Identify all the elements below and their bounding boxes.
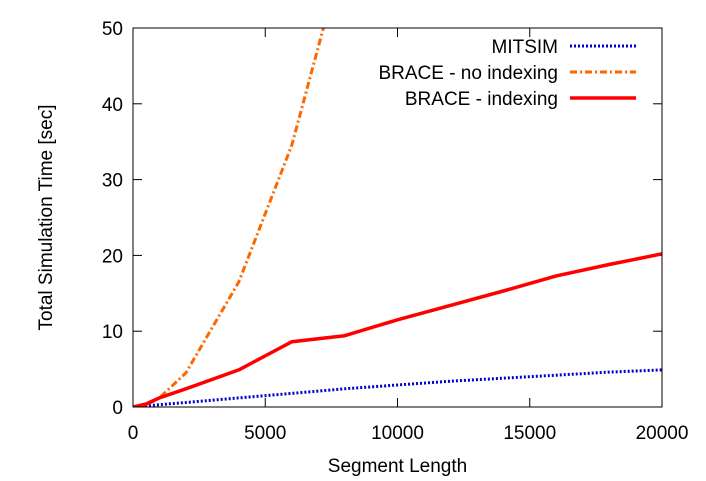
axis-ticks: 0 5000 10000 15000 20000 0 10 20 30 40 50 [102,19,689,444]
y-tick-label: 40 [102,95,123,116]
plot-area-frame [132,27,663,408]
x-tick-label: 0 [128,423,139,444]
legend: MITSIM BRACE - no indexing BRACE - indexin… [378,37,636,110]
x-tick-label: 10000 [371,423,424,444]
y-tick-label: 0 [112,398,123,419]
y-tick-label: 50 [102,19,123,40]
legend-label: MITSIM [492,37,559,58]
x-tick-label: 15000 [503,423,556,444]
legend-label: BRACE - no indexing [378,63,558,84]
x-tick-label: 5000 [244,423,286,444]
series-layer [133,28,662,407]
x-tick-label: 20000 [636,423,689,444]
y-tick-label: 10 [102,322,123,343]
series-line-1 [133,368,662,407]
x-axis-title: Segment Length [328,456,467,477]
y-tick-label: 20 [102,246,123,267]
y-tick-label: 30 [102,171,123,192]
series-line-3 [133,252,662,407]
y-axis-title: Total Simulation Time [sec] [36,105,57,331]
series-line-2 [133,28,325,407]
legend-label: BRACE - indexing [405,89,558,110]
